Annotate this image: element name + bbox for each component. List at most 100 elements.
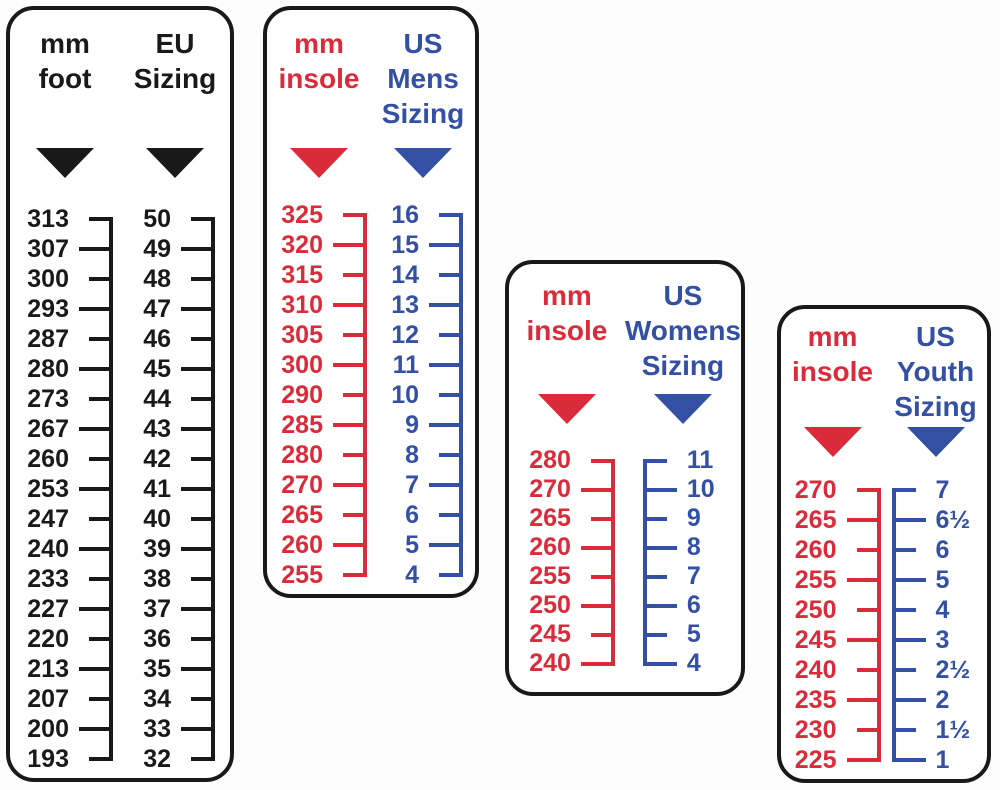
scale-value-label: 39 [143,534,171,563]
column-header-line: Sizing [133,63,217,94]
scale-row: 270 [271,470,367,500]
tick-mark [89,517,113,521]
scale-value-label: 14 [391,260,419,289]
scale-row: 255 [519,562,615,591]
scale-value-label: 290 [281,380,323,409]
scale-column-mm-insole: mm insole 325 320 315 310 305 300 290 285 280 270 26… [267,10,371,594]
column-header: US Youth Sizing [894,319,976,427]
scale-column-eu-sizing: EU Sizing 50 49 48 47 46 45 44 43 42 41 40 39 38 37 36 35… [120,10,230,778]
column-header: US Mens Sizing [382,26,464,148]
scale-row: 39 [135,534,215,564]
column-header: mm insole [279,26,360,148]
scale-row: 49 [135,234,215,264]
scale-value-label: 45 [143,354,171,383]
measurement-scale: 270 265 260 255 250 245 240 235 230 225 [785,475,881,775]
column-header-line: Sizing [894,391,977,422]
scale-value-label: 233 [27,564,69,593]
scale-row: 4 [383,560,463,590]
scale-value-label: 9 [405,410,419,439]
column-header-line: US [916,321,955,352]
scale-column-us-youth-sizing: US Youth Sizing 7 6½ 6 5 4 3 2½ 2 1½ 1 [884,309,987,779]
scale-row: 11 [642,446,723,475]
scale-value-label: 255 [794,565,837,594]
tick-mark [846,758,881,762]
scale-row: 213 [17,654,113,684]
scale-row: 3 [891,625,980,655]
tick-mark [191,637,215,641]
scale-value-label: 193 [27,744,69,773]
scale-value-label: 1 [935,745,950,774]
down-triangle-icon [394,148,452,178]
scale-row: 250 [519,591,615,620]
scale-row: 325 [271,200,367,230]
tick-mark [439,453,463,457]
scale-row: 240 [785,655,881,685]
scale-row: 260 [785,535,881,565]
scale-row: 265 [785,505,881,535]
scale-value-label: 207 [27,684,69,713]
scale-row: 33 [135,714,215,744]
scale-value-label: 47 [143,294,171,323]
tick-mark [642,458,667,463]
tick-mark [89,637,113,641]
tick-mark [79,487,113,491]
column-header-line: mm [542,280,592,311]
measurement-scale: 7 6½ 6 5 4 3 2½ 2 1½ 1 [891,475,980,775]
scale-row: 7 [642,562,723,591]
scale-value-label: 16 [391,200,419,229]
scale-value-label: 320 [281,230,323,259]
tick-mark [89,757,113,761]
scale-spine-line [876,488,881,762]
tick-mark [429,483,463,487]
scale-value-label: 10 [686,475,715,503]
tick-mark [181,247,215,251]
tick-mark [79,427,113,431]
tick-mark [642,603,677,608]
tick-mark [891,548,916,552]
scale-value-label: 6 [935,535,950,564]
tick-mark [642,632,667,637]
tick-mark [181,727,215,731]
tick-mark [191,397,215,401]
scale-value-label: 265 [281,500,323,529]
column-header: EU Sizing [134,26,216,148]
tick-mark [79,367,113,371]
scale-value-label: 310 [281,290,323,319]
scale-value-label: 2½ [935,655,971,684]
measurement-scale: 313 307 300 293 287 280 273 267 260 253 247 240 233 2… [17,204,113,774]
scale-row: 13 [383,290,463,320]
scale-value-label: 4 [935,595,950,624]
scale-column-mm-insole: mm insole 280 270 265 260 255 250 245 240 [509,264,625,692]
scale-value-label: 220 [27,624,69,653]
column-header-line: Sizing [641,350,725,381]
scale-row: 6 [891,535,980,565]
scale-row: 310 [271,290,367,320]
scale-value-label: 260 [27,444,69,473]
measurement-scale: 16 15 14 13 12 11 10 9 8 7 6 5 4 [383,200,463,590]
scale-row: 293 [17,294,113,324]
tick-mark [590,632,615,637]
tick-mark [191,457,215,461]
column-header-line: Youth [896,356,975,387]
column-header-line: Mens [387,63,459,94]
tick-mark [856,488,881,492]
scale-row: 36 [135,624,215,654]
scale-value-label: 293 [27,294,69,323]
tick-mark [891,578,926,582]
tick-mark [79,247,113,251]
scale-row: 270 [785,475,881,505]
scale-value-label: 2 [935,685,950,714]
scale-row: 5 [891,565,980,595]
scale-value-label: 8 [405,440,419,469]
tick-mark [580,487,615,492]
scale-row: 240 [519,649,615,678]
scale-value-label: 270 [529,475,571,503]
scale-value-label: 260 [794,535,837,564]
tick-mark [89,577,113,581]
tick-mark [846,578,881,582]
scale-row: 247 [17,504,113,534]
column-header-line: insole [526,315,608,346]
scale-row: 34 [135,684,215,714]
scale-row: 6½ [891,505,980,535]
scale-value-label: 250 [794,595,837,624]
